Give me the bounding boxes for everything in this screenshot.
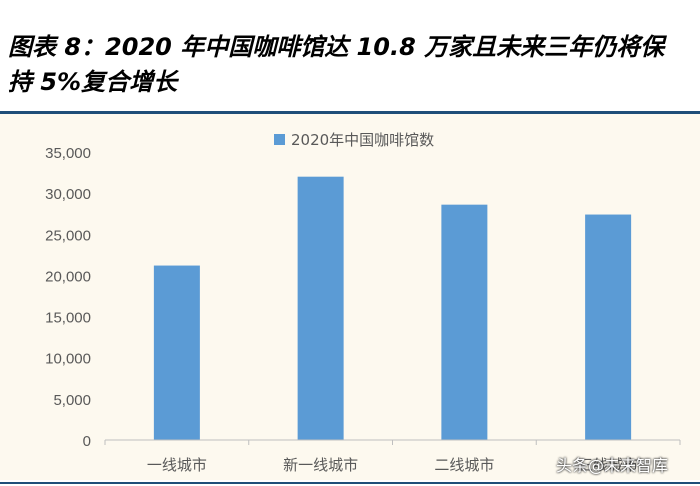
y-tick-label: 5,000 bbox=[53, 392, 91, 409]
chart-background bbox=[0, 114, 700, 480]
watermark: 头条@未来智库 bbox=[556, 456, 669, 475]
bar-三线城市 bbox=[585, 214, 632, 440]
x-tick-label: 新一线城市 bbox=[283, 456, 358, 474]
bottom-divider bbox=[0, 482, 700, 484]
x-tick-label: 二线城市 bbox=[434, 456, 494, 474]
x-tick-label: 三线城市 bbox=[578, 456, 638, 474]
x-tick-label: 一线城市 bbox=[147, 456, 207, 474]
page-title: 图表 8：2020 年中国咖啡馆达 10.8 万家且未来三年仍将保持 5%复合增… bbox=[8, 33, 665, 96]
y-tick-label: 35,000 bbox=[45, 145, 91, 162]
bar-一线城市 bbox=[153, 265, 200, 440]
legend-label: 2020年中国咖啡馆数 bbox=[291, 131, 434, 149]
y-tick-label: 15,000 bbox=[45, 310, 91, 327]
bar-新一线城市 bbox=[297, 176, 344, 440]
bar-二线城市 bbox=[441, 204, 488, 440]
legend-swatch bbox=[274, 134, 285, 145]
y-tick-label: 10,000 bbox=[45, 351, 91, 368]
y-tick-label: 30,000 bbox=[45, 186, 91, 203]
y-tick-label: 20,000 bbox=[45, 268, 91, 285]
y-tick-label: 0 bbox=[83, 433, 91, 450]
y-tick-label: 25,000 bbox=[45, 227, 91, 244]
title-divider bbox=[0, 111, 700, 114]
